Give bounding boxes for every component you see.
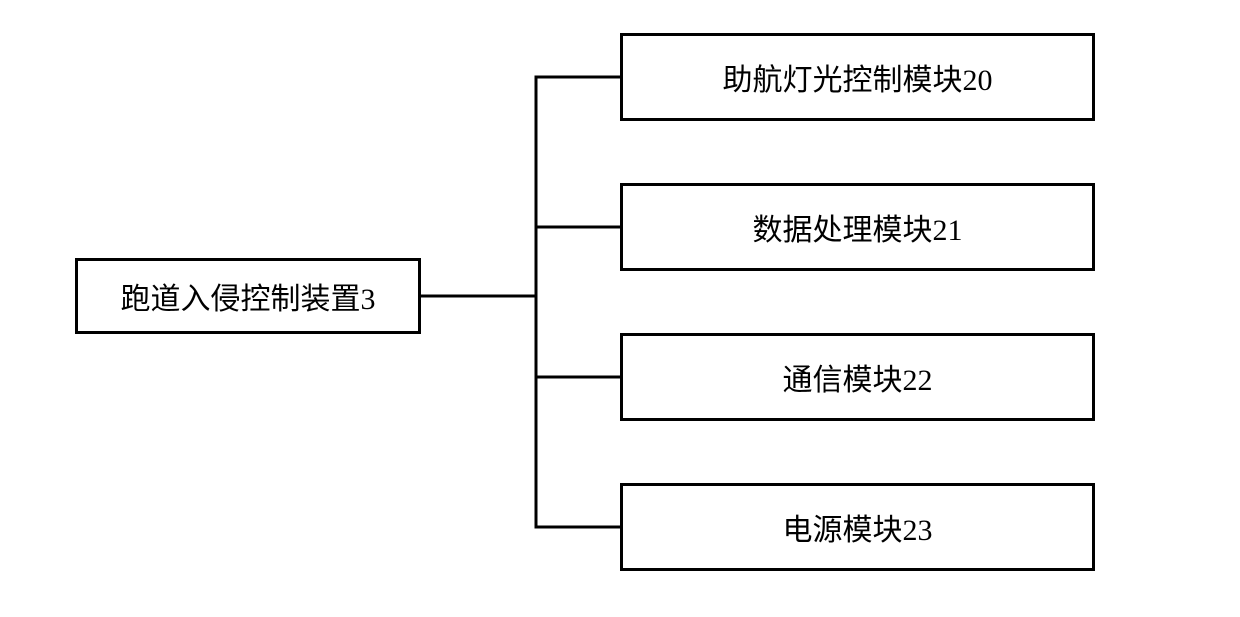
child-label: 通信模块22 xyxy=(783,355,933,399)
child-label: 电源模块23 xyxy=(783,505,933,549)
root-node: 跑道入侵控制装置3 xyxy=(75,258,421,334)
child-node-power-supply: 电源模块23 xyxy=(620,483,1095,571)
root-label: 跑道入侵控制装置3 xyxy=(121,274,376,318)
child-label: 数据处理模块21 xyxy=(753,205,963,249)
child-node-communication: 通信模块22 xyxy=(620,333,1095,421)
child-node-lighting-control: 助航灯光控制模块20 xyxy=(620,33,1095,121)
child-node-data-processing: 数据处理模块21 xyxy=(620,183,1095,271)
child-label: 助航灯光控制模块20 xyxy=(723,55,993,99)
